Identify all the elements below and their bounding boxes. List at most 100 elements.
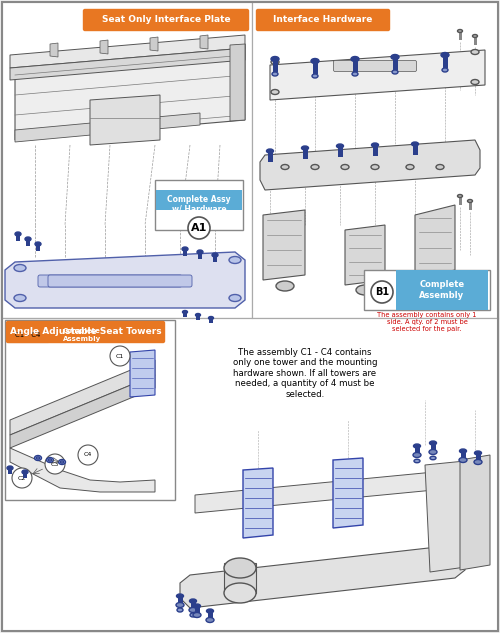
Ellipse shape — [14, 265, 26, 272]
Polygon shape — [263, 210, 305, 280]
Ellipse shape — [302, 146, 308, 150]
Ellipse shape — [15, 232, 21, 236]
Bar — [396, 270, 488, 310]
Ellipse shape — [436, 165, 444, 170]
Ellipse shape — [206, 609, 214, 613]
Bar — [302, 147, 308, 159]
Text: Seat Only Interface Plate: Seat Only Interface Plate — [102, 15, 230, 25]
Polygon shape — [180, 545, 465, 608]
Text: Complete
Assembly: Complete Assembly — [63, 329, 101, 341]
FancyBboxPatch shape — [256, 9, 390, 30]
Ellipse shape — [266, 149, 274, 153]
Text: A1: A1 — [191, 223, 207, 233]
Ellipse shape — [196, 313, 200, 316]
Ellipse shape — [311, 165, 319, 170]
Bar — [312, 60, 318, 74]
Polygon shape — [345, 225, 385, 285]
Ellipse shape — [311, 58, 319, 63]
Ellipse shape — [474, 460, 482, 465]
Bar — [198, 253, 202, 259]
Polygon shape — [460, 455, 490, 570]
Text: Complete
Assembly: Complete Assembly — [420, 280, 465, 299]
Ellipse shape — [336, 144, 344, 148]
Polygon shape — [270, 50, 485, 100]
Ellipse shape — [22, 470, 28, 474]
Bar — [272, 58, 278, 72]
Bar — [213, 256, 217, 262]
Ellipse shape — [458, 194, 462, 197]
Polygon shape — [10, 375, 155, 448]
Ellipse shape — [281, 165, 289, 170]
Bar — [468, 200, 471, 210]
Ellipse shape — [460, 449, 466, 453]
Bar — [442, 54, 448, 68]
Bar — [16, 235, 20, 241]
Ellipse shape — [372, 143, 378, 147]
Ellipse shape — [271, 56, 279, 61]
Ellipse shape — [276, 281, 294, 291]
Text: C4: C4 — [84, 453, 92, 458]
Ellipse shape — [341, 165, 349, 170]
Ellipse shape — [46, 458, 54, 463]
Ellipse shape — [429, 449, 437, 454]
Bar — [2, 318, 498, 631]
FancyBboxPatch shape — [334, 61, 416, 72]
FancyBboxPatch shape — [38, 275, 182, 287]
Ellipse shape — [272, 72, 278, 76]
Bar — [51, 328, 113, 342]
Ellipse shape — [468, 199, 472, 203]
Ellipse shape — [458, 30, 462, 32]
Text: Complete Assy: Complete Assy — [167, 196, 231, 204]
Bar — [414, 445, 420, 453]
Ellipse shape — [414, 444, 420, 448]
Bar — [194, 605, 200, 613]
Ellipse shape — [224, 583, 256, 603]
Bar — [458, 30, 462, 40]
Bar — [224, 563, 256, 593]
Ellipse shape — [176, 594, 184, 598]
Ellipse shape — [36, 457, 40, 459]
Text: Interface Hardware: Interface Hardware — [274, 15, 372, 25]
FancyBboxPatch shape — [84, 9, 248, 30]
Ellipse shape — [471, 80, 479, 84]
Ellipse shape — [312, 74, 318, 78]
Ellipse shape — [189, 608, 197, 613]
Text: C1: C1 — [116, 353, 124, 358]
Ellipse shape — [35, 242, 41, 246]
Circle shape — [371, 281, 393, 303]
Bar — [156, 190, 242, 210]
Bar — [460, 450, 466, 458]
Polygon shape — [10, 448, 155, 492]
Ellipse shape — [351, 56, 359, 61]
Bar — [458, 195, 462, 205]
Ellipse shape — [392, 70, 398, 74]
Ellipse shape — [34, 456, 42, 460]
Ellipse shape — [190, 613, 196, 617]
Bar — [209, 318, 213, 323]
Text: Angle Adjustable Seat Towers: Angle Adjustable Seat Towers — [10, 327, 162, 337]
Ellipse shape — [208, 316, 214, 320]
Bar — [26, 240, 30, 246]
Ellipse shape — [48, 459, 51, 461]
Polygon shape — [15, 44, 245, 140]
Ellipse shape — [193, 613, 201, 618]
Ellipse shape — [206, 618, 214, 622]
Bar — [392, 56, 398, 70]
Polygon shape — [260, 140, 480, 190]
Ellipse shape — [229, 294, 241, 301]
Text: C1 - C4: C1 - C4 — [16, 332, 40, 338]
Ellipse shape — [176, 603, 184, 608]
Polygon shape — [150, 37, 158, 51]
Polygon shape — [10, 35, 245, 68]
Bar — [372, 144, 378, 156]
Bar — [8, 328, 48, 342]
Polygon shape — [90, 95, 160, 145]
Ellipse shape — [182, 247, 188, 251]
Polygon shape — [195, 470, 455, 513]
Bar — [196, 315, 200, 320]
Circle shape — [188, 217, 210, 239]
Bar — [268, 150, 272, 162]
Ellipse shape — [197, 250, 203, 254]
Bar — [5, 320, 175, 500]
Ellipse shape — [58, 460, 66, 465]
